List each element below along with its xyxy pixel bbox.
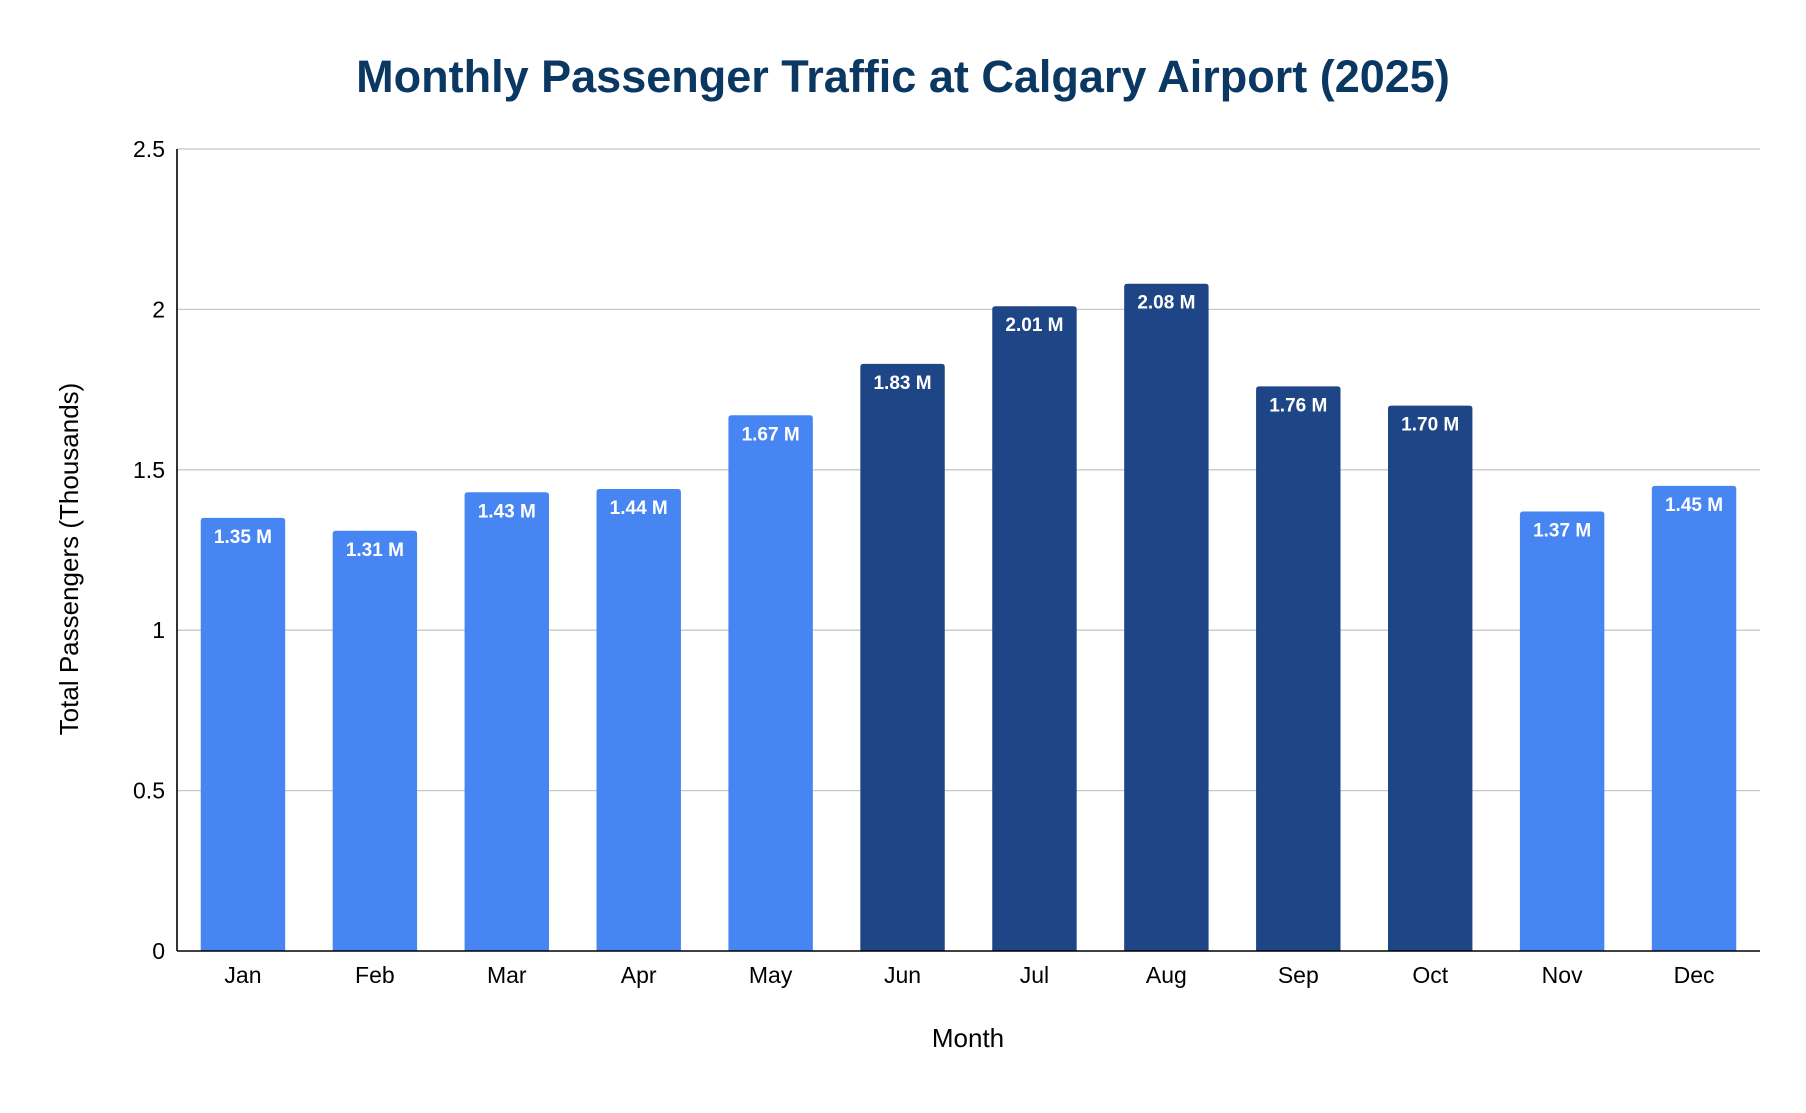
x-tick-label: May (749, 962, 793, 988)
bar-group: 1.35 M (200, 517, 286, 951)
bar-value-label: 1.83 M (873, 373, 931, 394)
x-tick-label: Sep (1278, 962, 1319, 988)
bar-value-label: 1.70 M (1401, 415, 1459, 436)
bar-group: 1.31 M (332, 530, 418, 951)
bar (1256, 386, 1341, 952)
x-tick-label: Jun (884, 962, 921, 988)
bar-value-label: 2.08 M (1137, 293, 1195, 314)
bar (860, 363, 945, 951)
y-tick-label: 1 (152, 617, 165, 643)
bar-group: 1.37 M (1519, 511, 1605, 951)
bar-value-label: 1.44 M (610, 498, 668, 519)
bar (728, 415, 813, 951)
bar-value-label: 1.31 M (346, 540, 404, 561)
y-tick-label: 1.5 (133, 457, 165, 483)
bar (1519, 511, 1605, 951)
y-axis-title: Total Passengers (Thousands) (54, 383, 84, 736)
bar-value-label: 1.43 M (478, 501, 536, 522)
gridlines (177, 148, 1760, 792)
bar-group: 1.83 M (860, 363, 945, 951)
bar (464, 492, 550, 951)
y-tick-label: 2.5 (133, 136, 165, 162)
bar-group: 1.67 M (728, 415, 813, 951)
bar (992, 306, 1077, 951)
bar-value-label: 1.35 M (214, 527, 272, 548)
bar-group: 1.45 M (1651, 485, 1737, 951)
x-tick-label: Oct (1412, 962, 1448, 988)
x-tick-label: Dec (1674, 962, 1715, 988)
bar (1387, 405, 1473, 951)
chart-title: Monthly Passenger Traffic at Calgary Air… (356, 51, 1450, 102)
x-axis-title: Month (932, 1023, 1004, 1053)
bar (332, 530, 418, 951)
bar-value-label: 1.45 M (1665, 495, 1723, 516)
x-tick-label: Apr (621, 962, 657, 988)
y-axis-ticks: 0 0.5 1 1.5 2 2.5 (133, 136, 165, 964)
x-tick-label: Mar (487, 962, 527, 988)
x-tick-label: Aug (1146, 962, 1187, 988)
x-axis-ticks: Jan Feb Mar Apr May Jun Jul Aug Sep Oct Nov Dec (224, 962, 1714, 988)
bar (1651, 485, 1737, 951)
x-tick-label: Jan (224, 962, 261, 988)
bar-group: 2.08 M (1124, 283, 1209, 952)
y-tick-label: 0.5 (133, 778, 165, 804)
bar-value-label: 1.37 M (1533, 521, 1591, 542)
bar-group: 1.44 M (596, 489, 681, 951)
y-tick-label: 0 (152, 938, 165, 964)
bars: 1.35 M 1.31 M 1.43 M 1.44 M 1.67 M 1.83 M 2.01… (200, 283, 1737, 952)
x-tick-label: Nov (1542, 962, 1583, 988)
bar-value-label: 2.01 M (1005, 315, 1063, 336)
bar-group: 1.43 M (464, 492, 550, 951)
y-tick-label: 2 (152, 296, 165, 322)
bar-value-label: 1.67 M (742, 424, 800, 445)
x-tick-label: Jul (1020, 962, 1049, 988)
bar (1124, 283, 1209, 952)
bar-group: 2.01 M (992, 306, 1077, 951)
bar (596, 489, 681, 951)
bar (200, 517, 286, 951)
bar-group: 1.76 M (1256, 386, 1341, 952)
bar-group: 1.70 M (1387, 405, 1473, 951)
bar-value-label: 1.76 M (1269, 395, 1327, 416)
x-tick-label: Feb (355, 962, 395, 988)
